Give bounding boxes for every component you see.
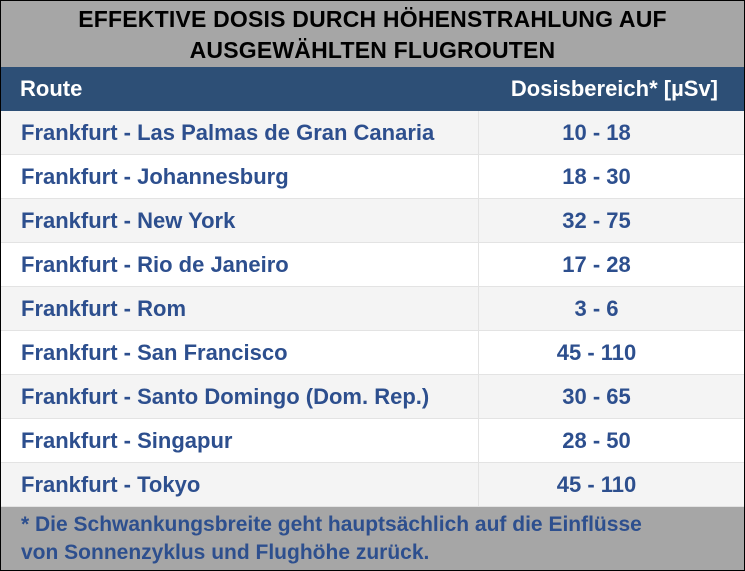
- dose-cell: 18 - 30: [562, 164, 631, 189]
- table-body: Frankfurt - Las Palmas de Gran Canaria 1…: [1, 111, 744, 507]
- table-row: Frankfurt - Rom 3 - 6: [1, 287, 744, 331]
- route-cell: Frankfurt - San Francisco: [1, 331, 479, 374]
- route-cell: Frankfurt - Singapur: [1, 419, 479, 462]
- dose-cell: 45 - 110: [556, 472, 637, 497]
- column-header-route: Route: [20, 76, 83, 101]
- table-row: Frankfurt - Santo Domingo (Dom. Rep.) 30…: [1, 375, 744, 419]
- table-row: Frankfurt - New York 32 - 75: [1, 199, 744, 243]
- column-header-dose: Dosisbereich* [µSv]: [510, 76, 718, 101]
- table-row: Frankfurt - Rio de Janeiro 17 - 28: [1, 243, 744, 287]
- dose-cell: 17 - 28: [562, 252, 631, 277]
- table-row: Frankfurt - Singapur 28 - 50: [1, 419, 744, 463]
- route-cell: Frankfurt - Rio de Janeiro: [1, 243, 479, 286]
- table-header: Route Dosisbereich* [µSv]: [1, 67, 744, 111]
- table-row: Frankfurt - Las Palmas de Gran Canaria 1…: [1, 111, 744, 155]
- route-cell: Frankfurt - Rom: [1, 287, 479, 330]
- table-title: EFFEKTIVE DOSIS DURCH HÖHENSTRAHLUNG AUF…: [1, 1, 744, 67]
- route-cell: Frankfurt - Tokyo: [1, 463, 479, 506]
- route-cell: Frankfurt - Las Palmas de Gran Canaria: [1, 111, 479, 154]
- route-cell: Frankfurt - Santo Domingo (Dom. Rep.): [1, 375, 479, 418]
- table-row: Frankfurt - San Francisco 45 - 110: [1, 331, 744, 375]
- dose-cell: 32 - 75: [562, 208, 631, 233]
- table-row: Frankfurt - Tokyo 45 - 110: [1, 463, 744, 507]
- dose-cell: 10 - 18: [562, 120, 631, 145]
- table-row: Frankfurt - Johannesburg 18 - 30: [1, 155, 744, 199]
- dose-cell: 30 - 65: [562, 384, 631, 409]
- dose-cell: 3 - 6: [574, 296, 619, 321]
- dose-cell: 45 - 110: [556, 340, 637, 365]
- route-cell: Frankfurt - New York: [1, 199, 479, 242]
- dose-cell: 28 - 50: [562, 428, 631, 453]
- route-cell: Frankfurt - Johannesburg: [1, 155, 479, 198]
- footnote: * Die Schwankungsbreite geht hauptsächli…: [1, 507, 744, 570]
